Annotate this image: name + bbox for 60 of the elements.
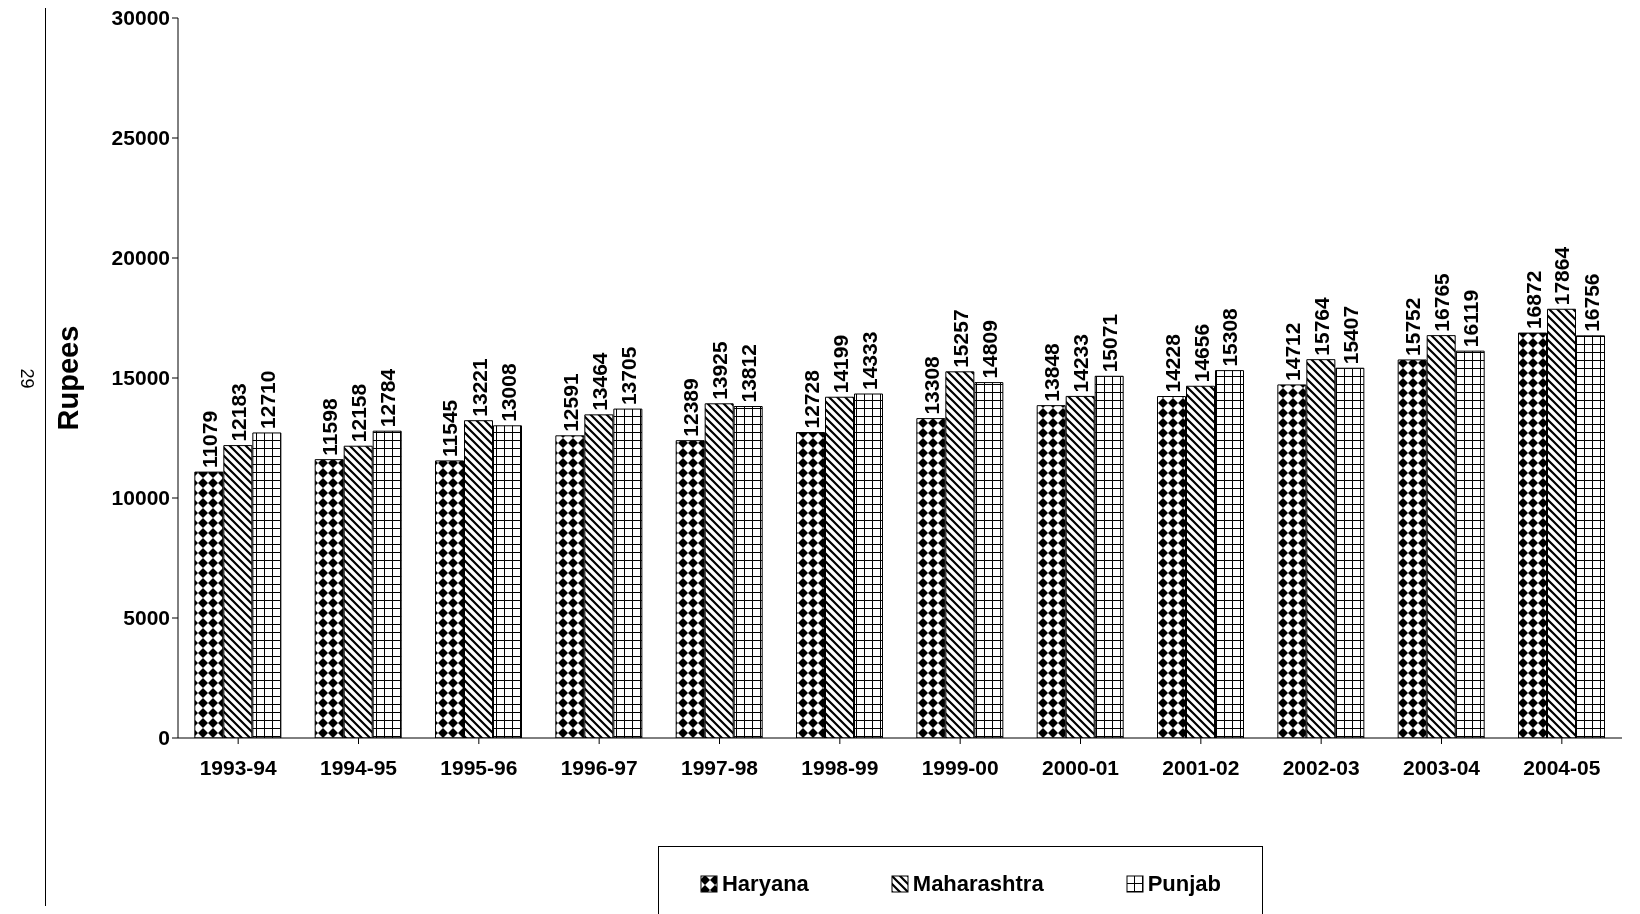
data-label: 14809: [977, 320, 1001, 379]
data-label: 13848: [1040, 342, 1064, 402]
y-axis-title: Rupees: [52, 325, 85, 431]
data-label: 16119: [1459, 289, 1483, 348]
text: 29: [15, 368, 37, 389]
x-tick-label: 1993-94: [199, 755, 278, 779]
data-label: 15752: [1401, 297, 1425, 356]
y-tick-label: 30000: [111, 6, 170, 30]
data-label: 14656: [1189, 323, 1213, 383]
data-label: 14199: [828, 334, 852, 394]
data-label: 11545: [438, 399, 462, 457]
data-label: 12158: [347, 383, 371, 443]
data-label: 14233: [1069, 334, 1093, 393]
data-label: 12389: [679, 378, 703, 437]
legend-label: Maharashtra: [912, 871, 1044, 897]
x-tick-label: 1999-00: [921, 755, 999, 779]
data-label: 13008: [496, 363, 520, 422]
data-label: 15308: [1218, 307, 1242, 367]
data-label: 16872: [1521, 270, 1545, 330]
data-label: 17864: [1550, 246, 1574, 306]
y-tick-label: 0: [158, 726, 170, 750]
y-tick-label: 5000: [123, 606, 170, 630]
x-tick-label: 1995-96: [440, 755, 518, 779]
data-label: 13705: [616, 346, 640, 406]
data-label: 12183: [226, 383, 250, 442]
data-label: 16756: [1579, 273, 1603, 332]
data-label: 14333: [857, 331, 881, 391]
y-tick-label: 25000: [111, 126, 170, 150]
data-label: 13812: [737, 344, 761, 403]
data-label: 15071: [1098, 313, 1122, 373]
data-label: 12591: [558, 373, 582, 432]
x-tick-label: 1994-95: [319, 755, 398, 779]
data-label: 13308: [919, 355, 943, 415]
x-tick-label: 2002-03: [1282, 755, 1360, 779]
y-tick-label: 15000: [111, 366, 170, 390]
data-label: 15407: [1338, 305, 1362, 365]
legend-label: Punjab: [1147, 871, 1221, 897]
x-tick-label: 2001-02: [1162, 755, 1240, 779]
x-tick-label: 1996-97: [560, 755, 638, 779]
y-tick-label: 10000: [111, 486, 170, 510]
legend-label: Haryana: [721, 871, 809, 897]
data-label: 14712: [1280, 322, 1304, 381]
data-label: 12710: [255, 370, 279, 429]
x-tick-label: 1998-99: [801, 755, 879, 779]
x-tick-label: 2003-04: [1402, 755, 1481, 779]
data-label: 12728: [799, 369, 823, 429]
y-tick-label: 20000: [111, 246, 170, 270]
data-label: 11079: [197, 410, 221, 469]
data-label: 16765: [1430, 272, 1454, 332]
data-label: 12784: [376, 368, 400, 428]
data-label: 13221: [467, 357, 491, 417]
data-label: 13925: [708, 341, 732, 400]
x-tick-label: 1997-98: [680, 755, 759, 779]
data-label: 11598: [318, 398, 342, 456]
data-label: 15257: [948, 309, 972, 368]
data-label: 14228: [1160, 333, 1184, 393]
x-tick-label: 2004-05: [1523, 755, 1601, 779]
data-label: 13464: [587, 352, 611, 411]
x-tick-label: 2000-01: [1041, 755, 1120, 779]
data-label: 15764: [1309, 296, 1333, 356]
